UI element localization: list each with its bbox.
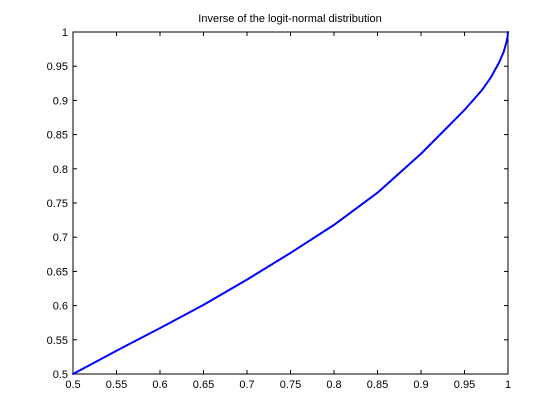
- x-tick-label: 0.9: [413, 379, 428, 391]
- plot-area: 0.5 0.55 0.6 0.65 0.7 0.75 0.8 0.85 0.9 0.95 1 0.5 0…: [47, 27, 511, 391]
- y-tick-label: 0.95: [47, 61, 68, 73]
- x-tick-label: 1: [505, 379, 511, 391]
- x-tick-label: 0.5: [65, 379, 80, 391]
- x-tick-label: 0.65: [193, 379, 214, 391]
- x-tick-label: 0.95: [454, 379, 475, 391]
- x-tick-label: 0.6: [152, 379, 167, 391]
- x-tick-label: 0.75: [280, 379, 301, 391]
- chart-title: Inverse of the logit-normal distribution: [198, 13, 381, 25]
- y-tick-label: 0.8: [53, 164, 68, 176]
- x-tick-label: 0.7: [239, 379, 254, 391]
- y-tick-label: 0.75: [47, 198, 68, 210]
- x-tick-label: 0.8: [326, 379, 341, 391]
- x-tick-label: 0.85: [367, 379, 388, 391]
- y-tick-label: 0.85: [47, 130, 68, 142]
- y-tick-label: 0.55: [47, 335, 68, 347]
- series-line-0: [72, 31, 509, 375]
- x-tick-label: 0.55: [106, 379, 127, 391]
- y-tick-label: 0.5: [53, 369, 68, 381]
- y-tick-label: 0.9: [53, 95, 68, 107]
- y-tick-label: 0.6: [53, 301, 68, 313]
- y-tick-label: 0.65: [47, 266, 68, 278]
- y-tick-label: 1: [62, 27, 68, 39]
- y-tick-label: 0.7: [53, 232, 68, 244]
